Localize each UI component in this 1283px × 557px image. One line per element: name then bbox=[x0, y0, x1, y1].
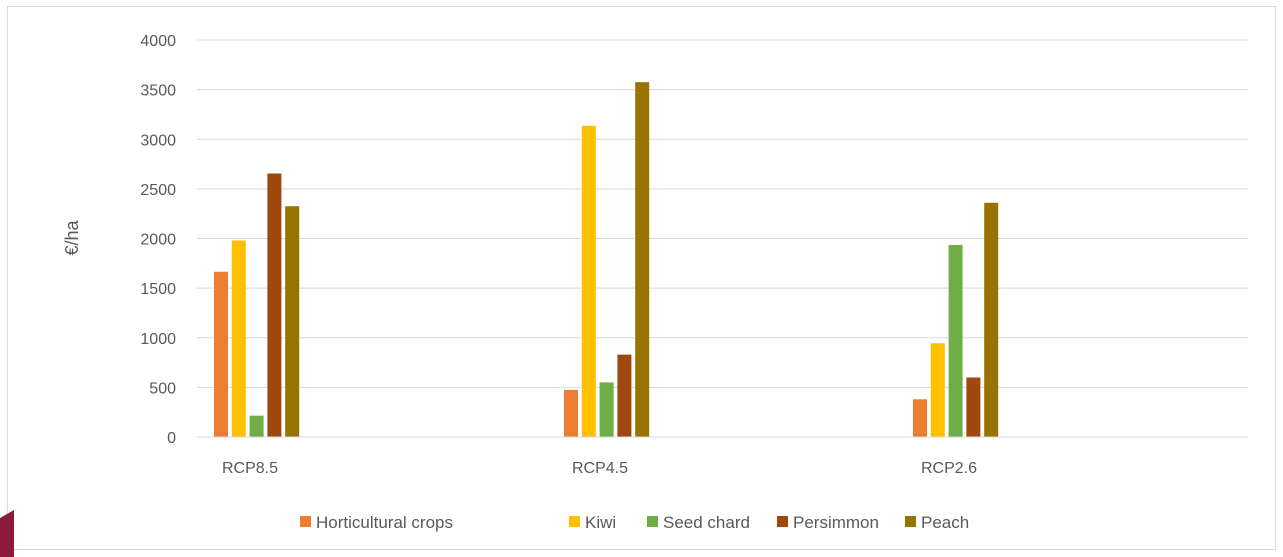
y-tick-label: 1000 bbox=[140, 331, 176, 348]
y-tick-label: 2000 bbox=[140, 232, 176, 249]
y-tick-label: 500 bbox=[149, 380, 176, 397]
bar-persimmon-rcp2.6 bbox=[966, 377, 981, 437]
legend-swatch bbox=[647, 516, 658, 527]
bar-seed-chard-rcp2.6 bbox=[948, 244, 963, 437]
y-tick-label: 4000 bbox=[140, 33, 176, 50]
bar-seed-chard-rcp4.5 bbox=[599, 382, 614, 437]
gridlines bbox=[197, 39, 1248, 388]
legend-swatch bbox=[905, 516, 916, 527]
y-tick-label: 2500 bbox=[140, 182, 176, 199]
x-axis-ticks: RCP8.5 RCP4.5 RCP2.6 bbox=[222, 460, 977, 477]
y-tick-label: 3500 bbox=[140, 83, 176, 100]
y-tick-label: 0 bbox=[167, 430, 176, 447]
x-tick-label: RCP8.5 bbox=[222, 460, 278, 477]
y-tick-label: 1500 bbox=[140, 281, 176, 298]
corner-logo-fragment bbox=[0, 510, 14, 557]
x-tick-label: RCP4.5 bbox=[572, 460, 628, 477]
bar-kiwi-rcp2.6 bbox=[930, 343, 945, 437]
legend: Horticultural crops Kiwi Seed chard Persimm… bbox=[300, 513, 969, 532]
bar-persimmon-rcp8.5 bbox=[267, 173, 282, 437]
bar-peach-rcp4.5 bbox=[635, 82, 650, 438]
bar-persimmon-rcp4.5 bbox=[617, 354, 632, 437]
legend-label: Persimmon bbox=[793, 513, 879, 532]
legend-swatch bbox=[569, 516, 580, 527]
bars bbox=[214, 82, 999, 438]
bar-seed-chard-rcp8.5 bbox=[249, 415, 264, 437]
bar-kiwi-rcp4.5 bbox=[581, 125, 596, 437]
y-axis-title: €/ha bbox=[62, 220, 82, 256]
legend-label: Kiwi bbox=[585, 513, 616, 532]
bar-peach-rcp2.6 bbox=[984, 202, 999, 437]
legend-label: Horticultural crops bbox=[316, 513, 453, 532]
legend-label: Seed chard bbox=[663, 513, 750, 532]
y-tick-label: 3000 bbox=[140, 132, 176, 149]
bar-horticultural-crops-rcp4.5 bbox=[564, 389, 578, 437]
legend-swatch bbox=[300, 516, 311, 527]
bar-horticultural-crops-rcp8.5 bbox=[214, 271, 228, 437]
bar-peach-rcp8.5 bbox=[285, 206, 300, 437]
x-tick-label: RCP2.6 bbox=[921, 460, 977, 477]
bar-horticultural-crops-rcp2.6 bbox=[913, 399, 927, 437]
bar-kiwi-rcp8.5 bbox=[231, 240, 246, 437]
y-axis-ticks: 0 500 1000 1500 2000 2500 3000 3500 4000 bbox=[140, 33, 176, 447]
legend-swatch bbox=[777, 516, 788, 527]
legend-label: Peach bbox=[921, 513, 969, 532]
